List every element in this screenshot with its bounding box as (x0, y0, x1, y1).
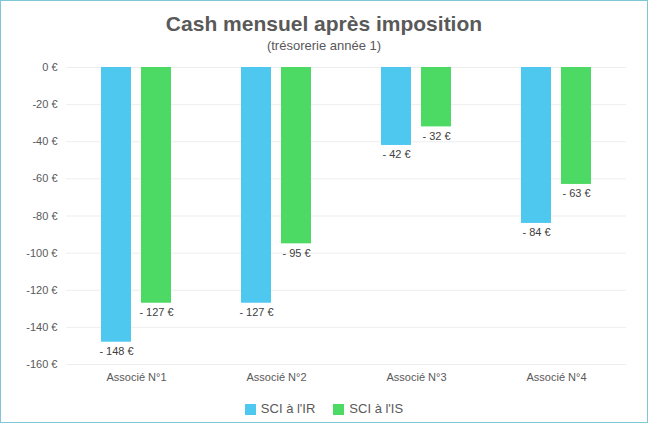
svg-text:-100 €: -100 € (26, 247, 57, 259)
svg-text:-20 €: -20 € (32, 98, 57, 110)
svg-text:0 €: 0 € (42, 61, 57, 73)
html-text:(trésorerie année 1): (trésorerie année 1) (266, 38, 382, 53)
html-text:SCI à l'IS: SCI à l'IS (349, 401, 404, 416)
svg-text:- 127 €: - 127 € (239, 306, 273, 318)
svg-text:- 32 €: - 32 € (422, 130, 450, 142)
svg-text:-40 €: -40 € (32, 135, 57, 147)
svg-text:-140 €: -140 € (26, 321, 57, 333)
svg-text:-160 €: -160 € (26, 358, 57, 370)
html-text:Cash mensuel après imposition: Cash mensuel après imposition (165, 12, 483, 35)
svg-text:Associé N°3: Associé N°3 (386, 371, 446, 383)
svg-text:-120 €: -120 € (26, 284, 57, 296)
svg-text:Associé N°2: Associé N°2 (246, 371, 306, 383)
svg-text:Associé N°1: Associé N°1 (106, 371, 166, 383)
svg-text:-60 €: -60 € (32, 172, 57, 184)
svg-text:Associé N°4: Associé N°4 (526, 371, 586, 383)
svg-text:- 63 €: - 63 € (562, 187, 590, 199)
svg-text:- 148 €: - 148 € (99, 345, 133, 357)
svg-text:- 42 €: - 42 € (382, 148, 410, 160)
html-text:SCI à l'IR: SCI à l'IR (260, 401, 316, 416)
svg-text:- 127 €: - 127 € (139, 306, 173, 318)
svg-text:- 95 €: - 95 € (282, 247, 310, 259)
svg-text:-80 €: -80 € (32, 210, 57, 222)
svg-text:- 84 €: - 84 € (522, 226, 550, 238)
